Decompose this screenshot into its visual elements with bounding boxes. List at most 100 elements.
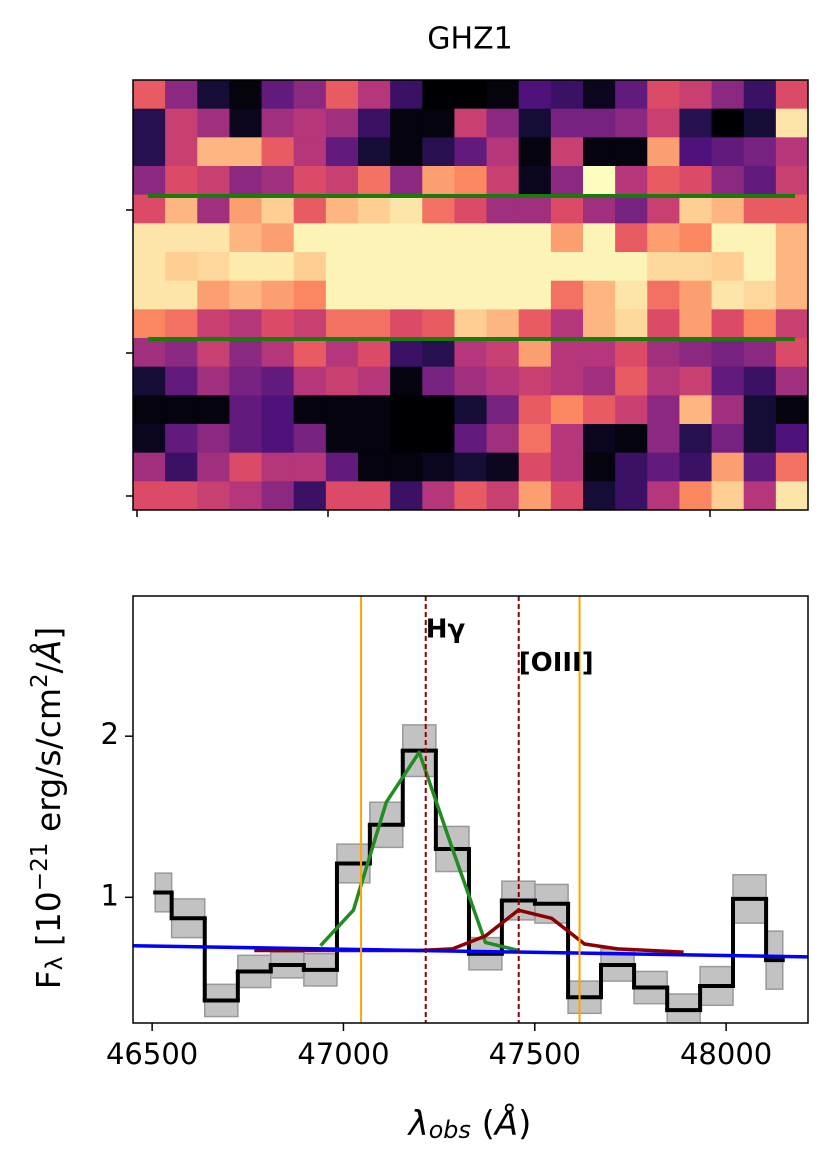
heatmap-cell: [679, 194, 713, 224]
heatmap-cell: [293, 366, 327, 396]
heatmap-cell: [647, 252, 680, 282]
heatmap-cell: [229, 481, 263, 511]
heatmap-cell: [390, 424, 423, 454]
heatmap-cell: [775, 395, 809, 425]
heatmap-cell: [518, 481, 552, 511]
heatmap-cell: [293, 309, 327, 339]
label-part: 2: [27, 673, 53, 688]
heatmap-cell: [775, 309, 809, 339]
model-line: [133, 943, 808, 959]
heatmap-cell: [583, 395, 616, 425]
heatmap-cell: [229, 395, 263, 425]
heatmap-cell: [261, 338, 295, 368]
heatmap-cell: [486, 338, 520, 368]
heatmap-cell: [358, 194, 391, 224]
heatmap-cell: [647, 481, 680, 511]
heatmap-cell: [550, 309, 584, 339]
heatmap-cell: [390, 108, 423, 138]
heatmap-cell: [390, 395, 423, 425]
heatmap-cell: [261, 481, 295, 511]
heatmap-cell: [133, 338, 166, 368]
heatmap-cell: [293, 424, 327, 454]
heatmap-cell: [711, 166, 745, 196]
heatmap-cell: [325, 223, 359, 253]
heatmap-cell: [229, 137, 263, 167]
heatmap-cell: [165, 223, 198, 253]
heatmap-cell: [486, 223, 520, 253]
heatmap-cell: [229, 309, 263, 339]
heatmap-cell: [358, 452, 391, 482]
heatmap-cell: [679, 108, 713, 138]
heatmap-cell: [711, 137, 745, 167]
label-part: [10: [29, 891, 68, 956]
heatmap-cell: [165, 108, 198, 138]
heatmap-cell: [293, 194, 327, 224]
heatmap-cell: [775, 223, 809, 253]
heatmap-cell: [615, 338, 648, 368]
heatmap-cell: [615, 80, 648, 110]
heatmap-cell: [229, 194, 263, 224]
heatmap-cell: [261, 108, 295, 138]
heatmap-cell: [454, 137, 488, 167]
heatmap-cell: [454, 309, 488, 339]
heatmap-cell: [743, 366, 777, 396]
heatmap-cell: [133, 166, 166, 196]
heatmap-cell: [165, 395, 198, 425]
heatmap-cell: [775, 80, 809, 110]
heatmap-cell: [133, 194, 166, 224]
heatmap-cell: [358, 108, 391, 138]
heatmap-cell: [197, 424, 230, 454]
heatmap-cell: [454, 108, 488, 138]
heatmap-cell: [261, 366, 295, 396]
heatmap-cell: [775, 338, 809, 368]
heatmap-cell: [325, 137, 359, 167]
heatmap-cell: [358, 366, 391, 396]
heatmap-cell: [325, 338, 359, 368]
heatmap-cell: [229, 166, 263, 196]
heatmap-cell: [550, 252, 584, 282]
label-part: λ: [42, 957, 68, 971]
heatmap-cell: [615, 395, 648, 425]
heatmap-cell: [615, 166, 648, 196]
heatmap-cell: [358, 481, 391, 511]
heatmap-cell: [293, 137, 327, 167]
heatmap-cell: [454, 223, 488, 253]
heatmap-cell: [518, 395, 552, 425]
heatmap-cell: [486, 424, 520, 454]
heatmap-cell: [775, 481, 809, 511]
heatmap-cell: [261, 424, 295, 454]
heatmap-cell: [486, 108, 520, 138]
label-part: Å: [28, 640, 68, 665]
heatmap-cell: [261, 194, 295, 224]
heatmap-cell: [518, 194, 552, 224]
heatmap-cell: [422, 338, 455, 368]
heatmap-cell: [229, 338, 263, 368]
heatmap-cell: [293, 80, 327, 110]
heatmap-ticks: [126, 209, 711, 517]
heatmap-cell: [518, 137, 552, 167]
heatmap-cell: [325, 424, 359, 454]
heatmap-cell: [743, 338, 777, 368]
plot-frame: [132, 595, 809, 1024]
heatmap-cell: [647, 166, 680, 196]
heatmap-cell: [743, 137, 777, 167]
heatmap-cell: [454, 166, 488, 196]
heatmap-cell: [583, 338, 616, 368]
heatmap-cell: [679, 309, 713, 339]
heatmap-cell: [390, 481, 423, 511]
heatmap-cell: [422, 252, 455, 282]
heatmap-cell: [197, 452, 230, 482]
heatmap-cell: [133, 80, 166, 110]
heatmap-cell: [422, 80, 455, 110]
heatmap-cell: [197, 395, 230, 425]
heatmap-cell: [197, 108, 230, 138]
heatmap-cell: [647, 280, 680, 310]
heatmap-cell: [711, 395, 745, 425]
axes: 46500 47000 47500 48000 1 2 Hγ [OIII]: [101, 614, 773, 1071]
heatmap-cell: [518, 252, 552, 282]
heatmap-cell: [486, 194, 520, 224]
heatmap-cell: [293, 481, 327, 511]
heatmap-cell: [775, 280, 809, 310]
heatmap-cell: [325, 108, 359, 138]
heatmap-cell: [679, 395, 713, 425]
